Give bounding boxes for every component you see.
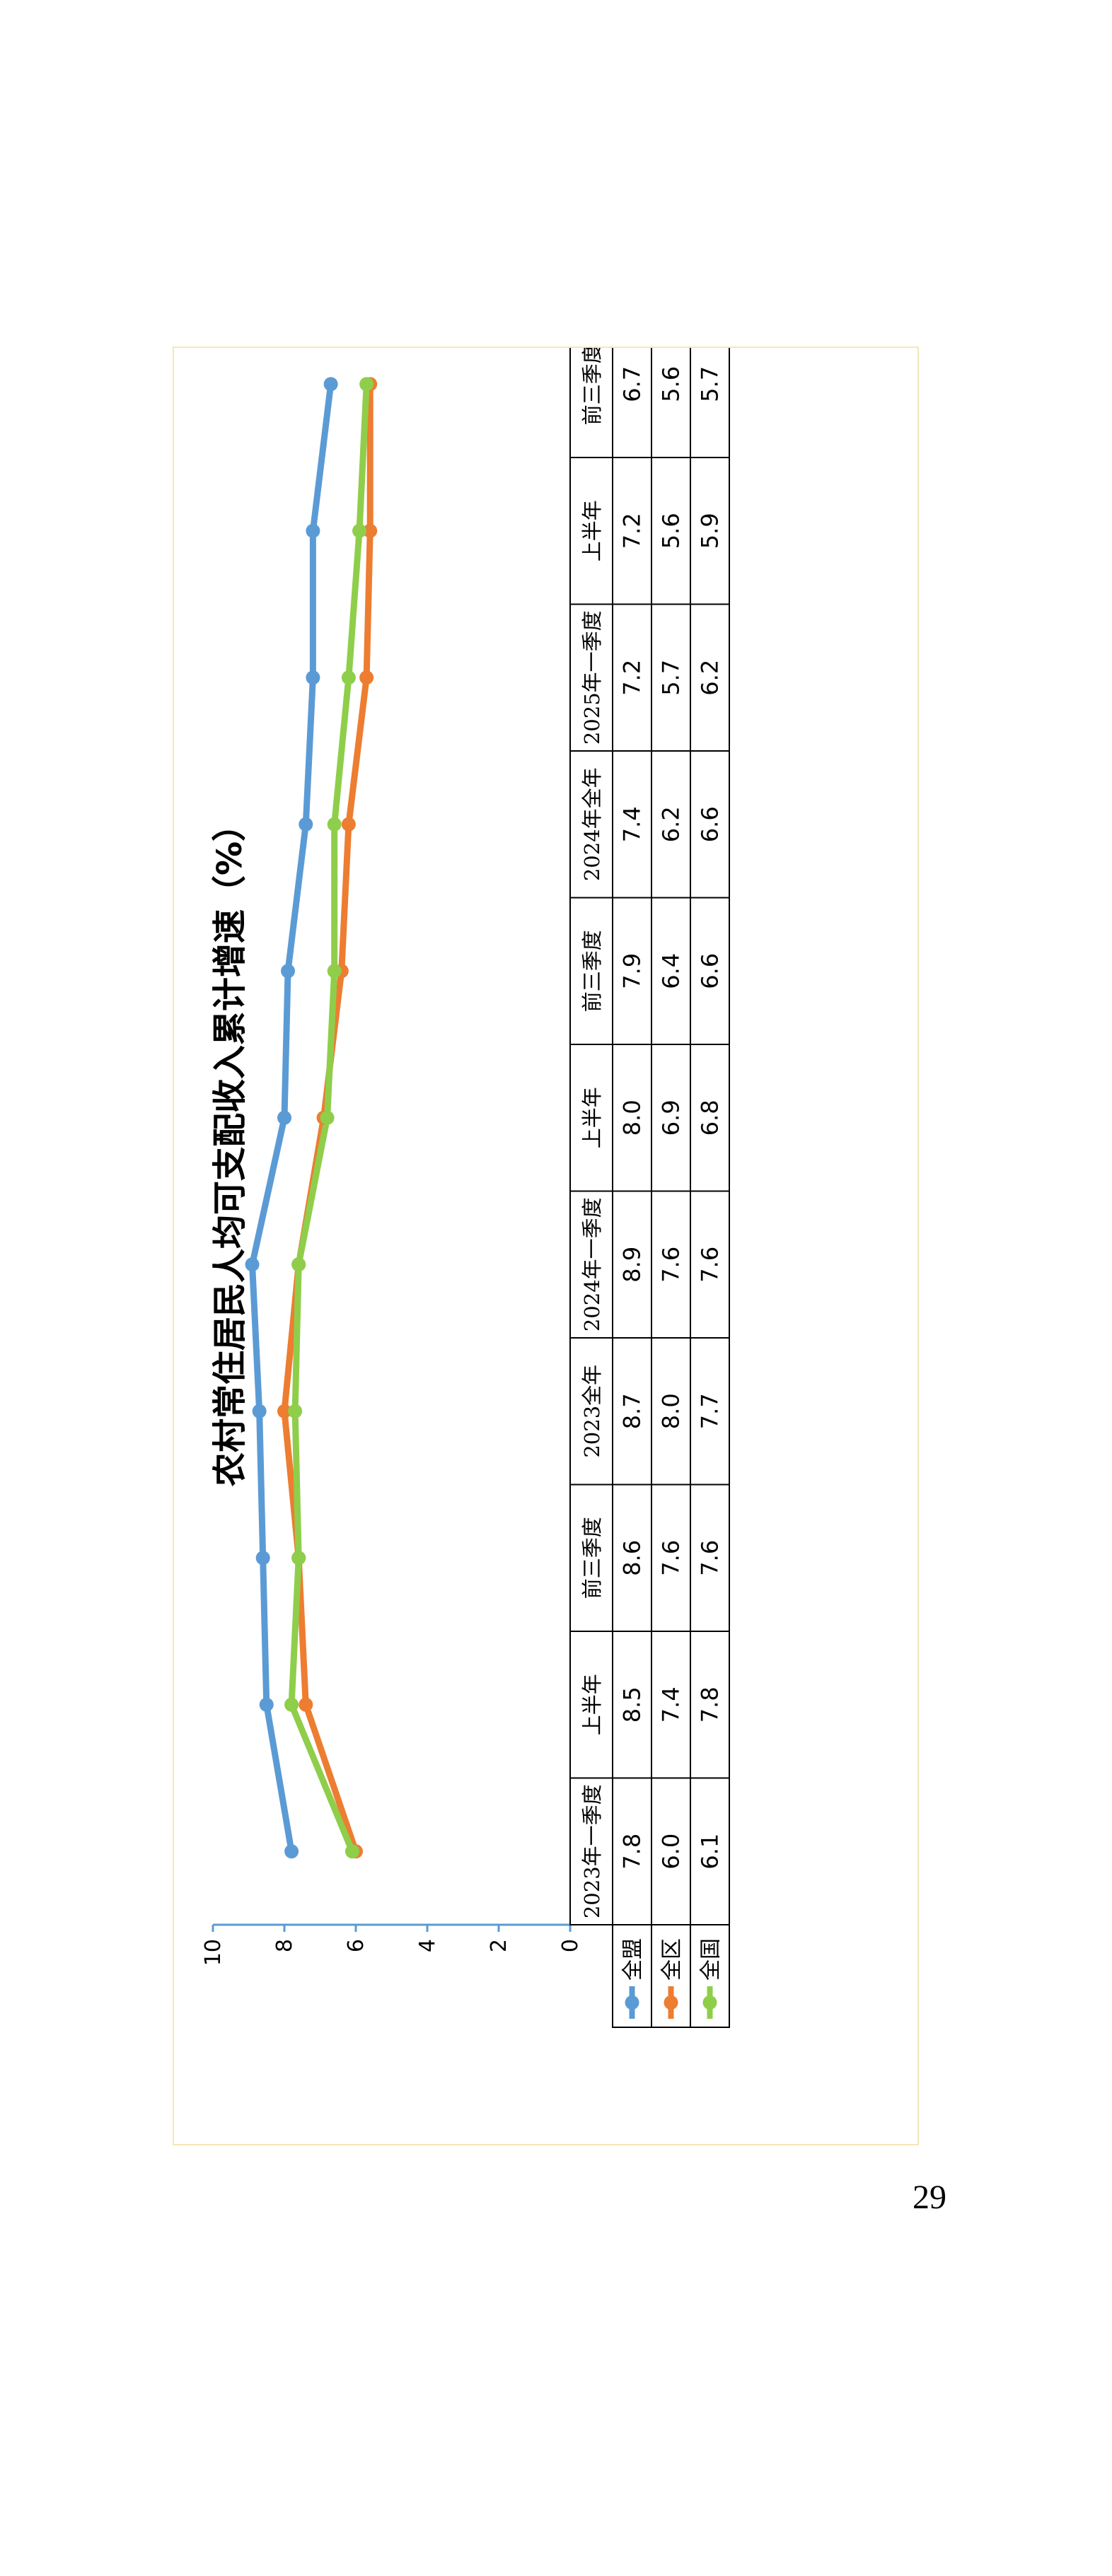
legend-swatch-marker: [664, 1995, 678, 2010]
table-body: [612, 348, 730, 2028]
table-value: 6.2: [697, 660, 724, 696]
data-point: [363, 523, 378, 538]
table-value: 7.6: [658, 1540, 685, 1576]
table-value: 8.7: [619, 1393, 646, 1429]
category-label: 前三季度: [580, 1517, 604, 1599]
legend-label: 全国: [699, 1938, 724, 1981]
table-value: 6.2: [658, 806, 685, 842]
data-point: [306, 670, 320, 685]
table-value: 5.7: [658, 660, 685, 696]
data-point: [323, 377, 338, 392]
data-point: [359, 377, 374, 392]
data-point: [352, 523, 367, 538]
table-value: 6.7: [619, 366, 646, 402]
chart-title: 农村常住居民人均可支配收入累计增速（%）: [210, 808, 250, 1486]
table-value: 8.0: [658, 1393, 685, 1429]
table-value: 7.8: [619, 1834, 646, 1870]
table-value: 7.9: [619, 953, 646, 989]
category-label: 前三季度: [580, 348, 604, 425]
category-label: 2023年一季度: [580, 1784, 604, 1918]
category-label: 上半年: [580, 1087, 604, 1148]
table-value: 6.9: [658, 1100, 685, 1136]
data-point: [255, 1551, 270, 1566]
data-point: [341, 670, 356, 685]
data-point: [299, 1697, 313, 1712]
data-point: [306, 523, 320, 538]
table-value: 7.7: [697, 1393, 724, 1429]
category-label: 前三季度: [580, 930, 604, 1012]
data-point: [359, 670, 374, 685]
data-point: [291, 1551, 306, 1566]
data-point: [259, 1697, 274, 1712]
table-value: 7.6: [697, 1247, 724, 1283]
table-value: 6.0: [658, 1834, 685, 1870]
chart-frame: 农村常住居民人均可支配收入累计增速（%） 0 2 4 6 8 10 2023年一季度 上半年…: [173, 346, 919, 2145]
y-tick-label: 2: [487, 1939, 511, 1952]
data-point: [277, 1404, 291, 1418]
table-value: 6.1: [697, 1834, 724, 1870]
table-value: 7.4: [658, 1686, 685, 1723]
category-label: 2024年全年: [580, 767, 604, 881]
data-point: [288, 1404, 303, 1418]
table-value: 8.0: [619, 1100, 646, 1136]
table-value: 6.4: [658, 953, 685, 989]
data-point: [281, 964, 296, 979]
page-number: 29: [913, 2179, 946, 2216]
category-label: 2024年一季度: [580, 1197, 604, 1331]
table-value: 6.6: [697, 806, 724, 842]
y-axis: 0 2 4 6 8 10: [201, 1923, 583, 1966]
table-value: 7.8: [697, 1686, 724, 1723]
table-value: 7.2: [619, 513, 646, 549]
table-value: 5.6: [658, 513, 685, 549]
y-tick-label: 4: [415, 1939, 440, 1952]
data-point: [299, 817, 313, 832]
data-point: [284, 1844, 299, 1859]
table-value: 6.8: [697, 1100, 724, 1136]
data-point: [327, 964, 342, 979]
income-growth-chart: 农村常住居民人均可支配收入累计增速（%） 0 2 4 6 8 10 2023年一季度 上半年…: [201, 348, 730, 2028]
data-point: [252, 1404, 267, 1418]
table-value: 6.6: [697, 953, 724, 989]
legend-swatch-marker: [702, 1995, 717, 2010]
table-value: 7.4: [619, 806, 646, 842]
table-value: 8.9: [619, 1247, 646, 1283]
data-point: [327, 817, 342, 832]
data-point: [291, 1257, 306, 1272]
legend-label: 全区: [660, 1938, 685, 1981]
data-table: 2023年一季度上半年前三季度2023全年2024年一季度上半年前三季度2024…: [569, 348, 730, 2028]
table-value: 7.6: [658, 1247, 685, 1283]
table-value: 5.7: [697, 366, 724, 402]
table-value: 5.6: [658, 366, 685, 402]
data-point: [277, 1110, 291, 1125]
y-tick-label: 0: [558, 1939, 583, 1952]
category-label: 上半年: [580, 1674, 604, 1735]
table-value: 7.6: [697, 1540, 724, 1576]
data-point: [344, 1844, 359, 1859]
table-value: 8.5: [619, 1686, 646, 1723]
y-tick-label: 10: [201, 1939, 226, 1966]
plot-area: [245, 377, 378, 1859]
data-point: [245, 1257, 260, 1272]
y-tick-label: 8: [272, 1939, 297, 1952]
data-point: [284, 1697, 299, 1712]
table-value: 7.2: [619, 660, 646, 696]
category-label: 2023全年: [580, 1365, 604, 1458]
table-value: 8.6: [619, 1540, 646, 1576]
legend-swatch-marker: [625, 1995, 639, 2010]
table-value: 5.9: [697, 513, 724, 549]
category-label: 2025年一季度: [580, 610, 604, 745]
category-label: 上半年: [580, 500, 604, 561]
data-point: [320, 1110, 335, 1125]
y-tick-label: 6: [344, 1939, 369, 1952]
legend-label: 全盟: [621, 1938, 646, 1981]
data-point: [341, 817, 356, 832]
